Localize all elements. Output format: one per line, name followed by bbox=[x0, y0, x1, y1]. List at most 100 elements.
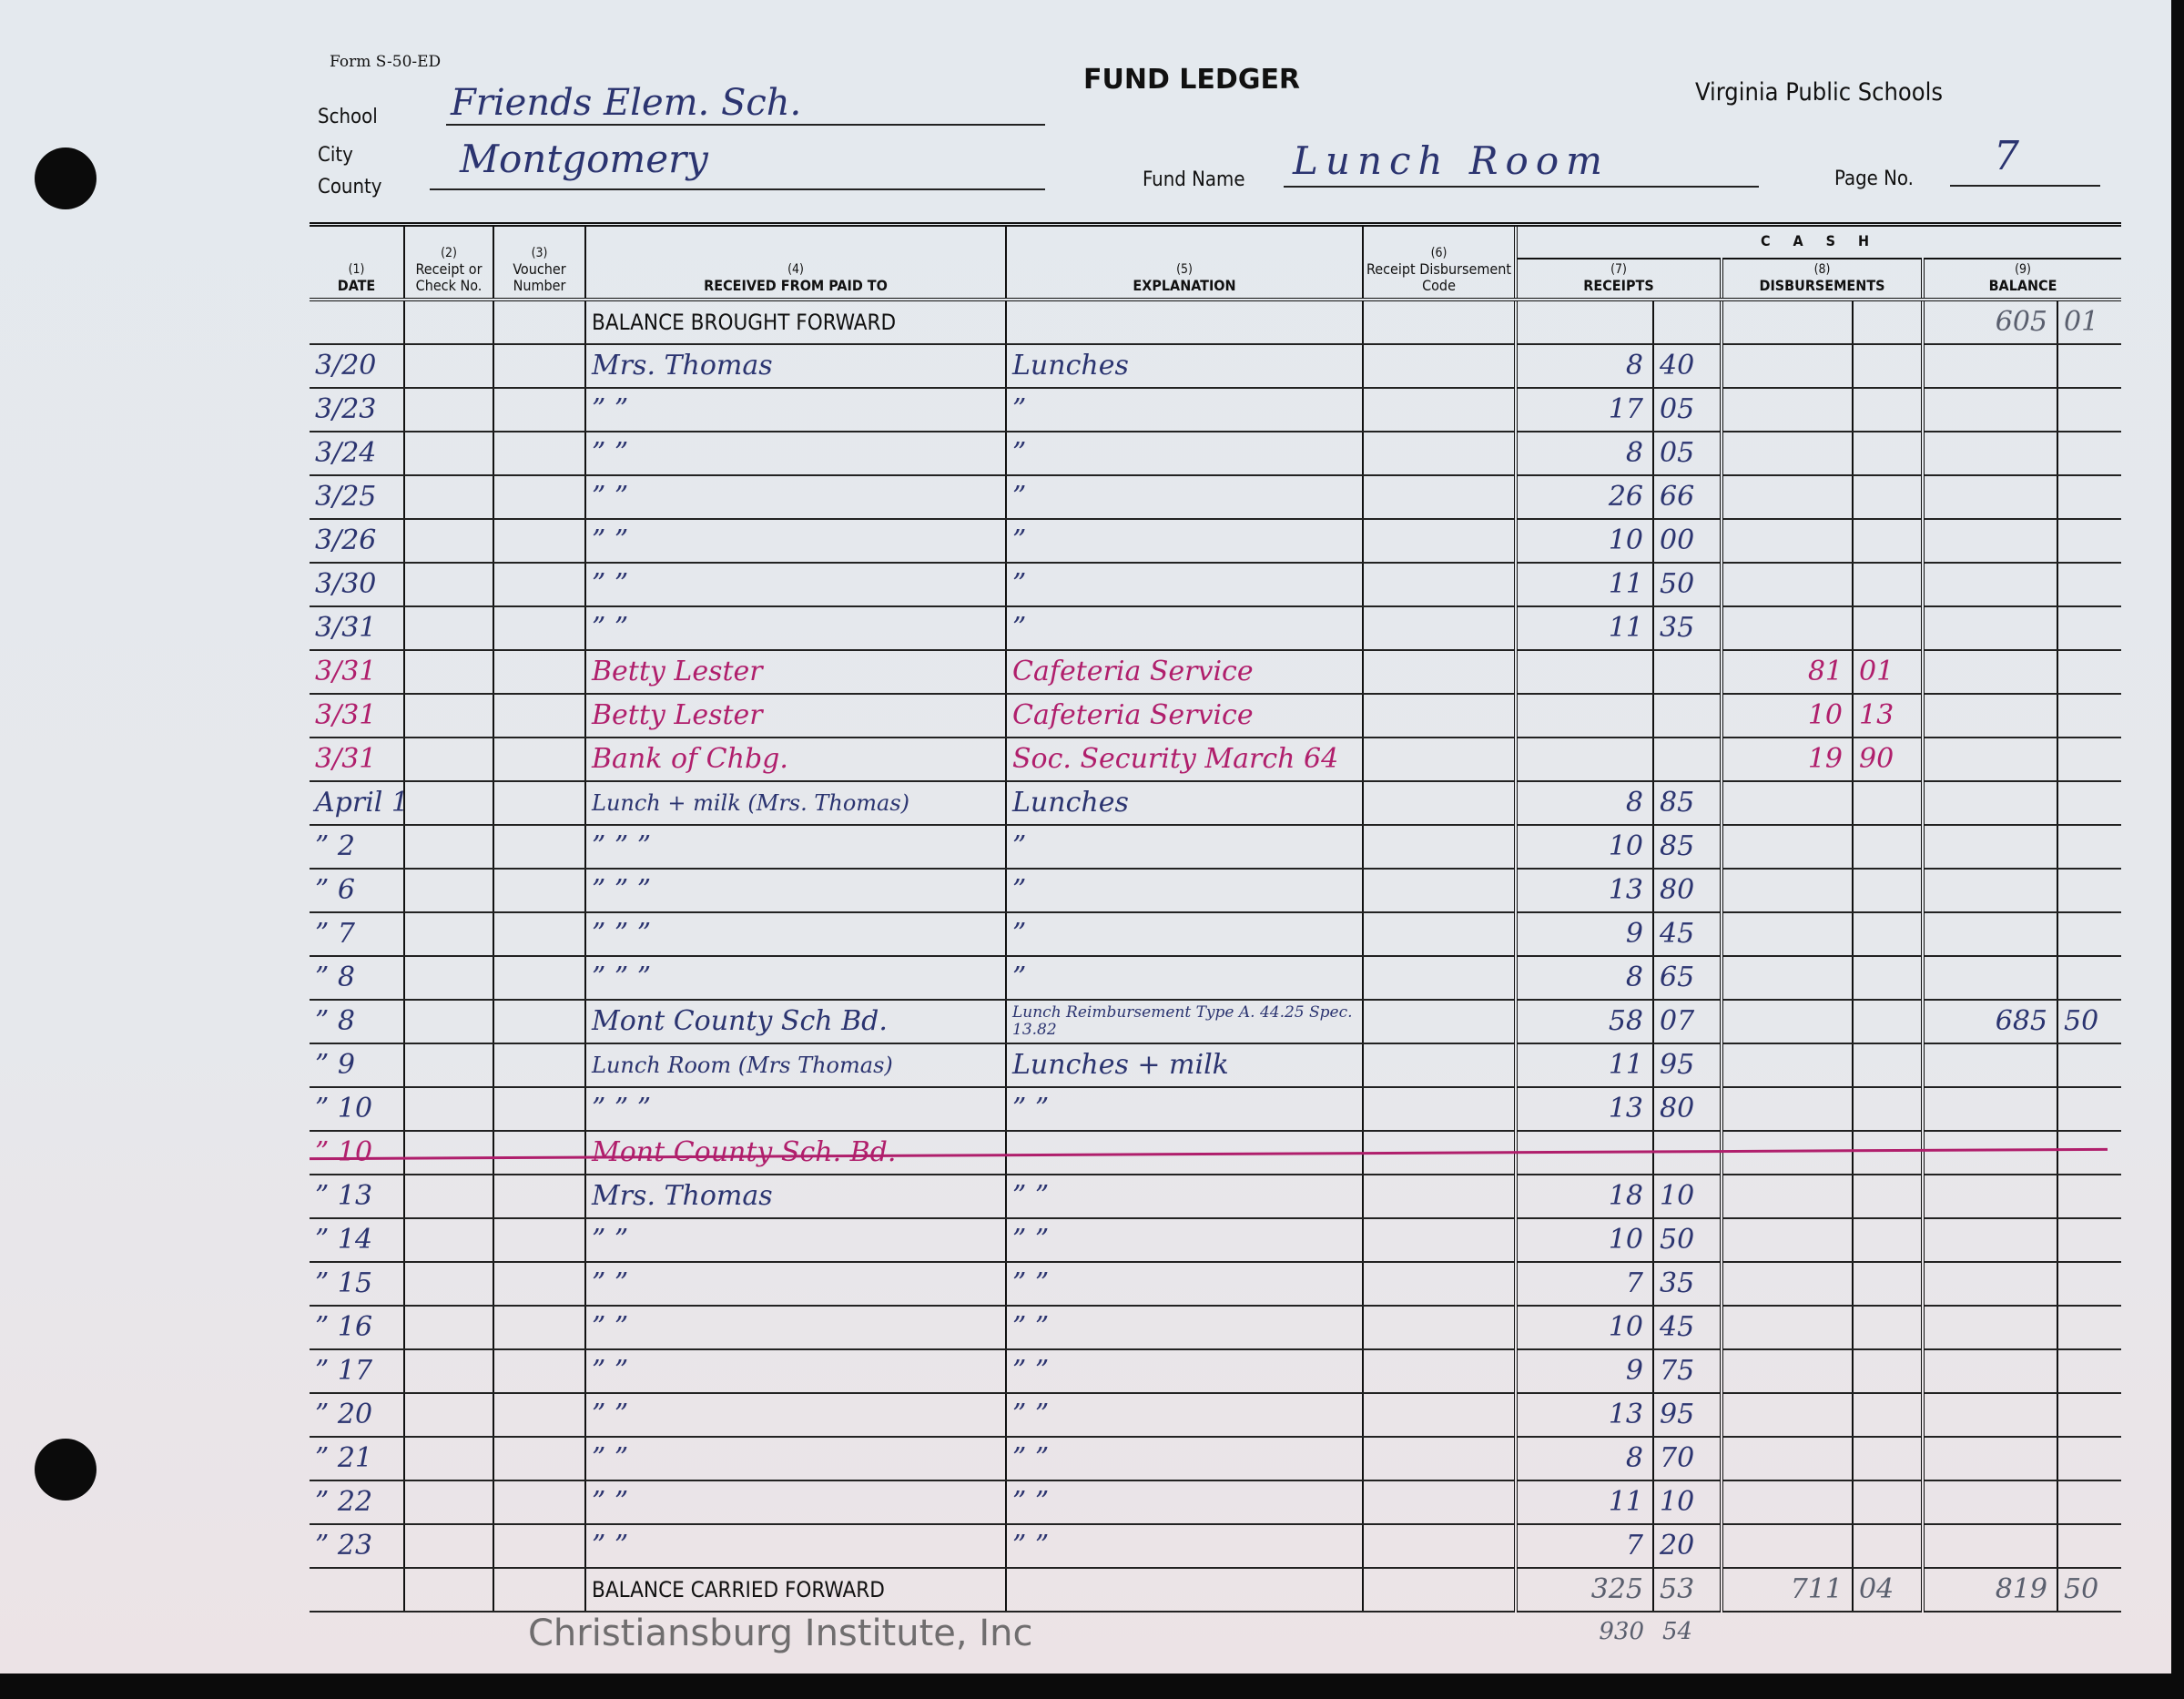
received-from-cell: ” ” bbox=[584, 1306, 1006, 1350]
ledger-row: ” 10 ” ” ”” ” 13 80 bbox=[310, 1087, 2122, 1132]
explanation-cell: ” ” bbox=[1005, 1524, 1363, 1569]
receipt-no-cell bbox=[403, 1480, 493, 1525]
code-cell bbox=[1362, 388, 1516, 432]
code-cell bbox=[1362, 1437, 1516, 1481]
balance-cents-cell bbox=[2056, 1306, 2122, 1350]
receipt-no-cell bbox=[403, 1087, 493, 1132]
balance-cents-cell bbox=[2056, 1480, 2122, 1525]
explanation-cell: ” ” bbox=[1005, 1175, 1363, 1219]
receipts-dollars-cell: 8 bbox=[1514, 1437, 1653, 1481]
date-cell: ” 10 bbox=[310, 1087, 404, 1132]
balance-cents-cell bbox=[2056, 781, 2122, 826]
balance-dollars-cell bbox=[1921, 432, 2057, 476]
explanation-cell: ” ” bbox=[1005, 1306, 1363, 1350]
code-cell bbox=[1362, 869, 1516, 913]
balance-cents-cell bbox=[2056, 1131, 2122, 1175]
balance-dollars-cell bbox=[1921, 1393, 2057, 1438]
disbursements-cents-cell bbox=[1852, 825, 1923, 870]
ledger-row: ” 7 ” ” ”” 9 45 bbox=[310, 912, 2122, 957]
voucher-cell bbox=[493, 694, 585, 738]
disbursements-dollars-cell bbox=[1720, 1262, 1853, 1307]
page-number-label: Page No. bbox=[1834, 168, 1914, 190]
receipts-dollars-cell: 18 bbox=[1514, 1175, 1653, 1219]
balance-cents-cell bbox=[2056, 606, 2122, 651]
voucher-cell bbox=[493, 475, 585, 520]
disbursements-dollars-cell bbox=[1720, 388, 1853, 432]
receipts-dollars-cell: 11 bbox=[1514, 1480, 1653, 1525]
date-cell: ” 14 bbox=[310, 1218, 404, 1263]
receipts-cents-cell: 53 bbox=[1652, 1568, 1722, 1613]
balance-cents-cell bbox=[2056, 825, 2122, 870]
voucher-cell bbox=[493, 738, 585, 782]
ledger-row: ” 16 ” ”” ” 10 45 bbox=[310, 1306, 2122, 1350]
receipts-cents-cell: 75 bbox=[1652, 1349, 1722, 1394]
receipts-dollars-cell bbox=[1514, 650, 1653, 695]
explanation-cell: Lunch Reimbursement Type A. 44.25 Spec. … bbox=[1005, 1000, 1363, 1044]
date-cell: 3/31 bbox=[310, 606, 404, 651]
receipts-dollars-cell bbox=[1514, 738, 1653, 782]
explanation-cell bbox=[1005, 300, 1363, 345]
disbursements-dollars-cell bbox=[1720, 1306, 1853, 1350]
receipts-dollars-cell: 9 bbox=[1514, 1349, 1653, 1394]
explanation-cell: ” bbox=[1005, 825, 1363, 870]
disbursements-cents-cell bbox=[1852, 1262, 1923, 1307]
received-from-cell: Betty Lester bbox=[584, 650, 1006, 695]
receipts-dollars-cell: 10 bbox=[1514, 1306, 1653, 1350]
receipts-cents-cell: 95 bbox=[1652, 1043, 1722, 1088]
received-from-cell: ” ” bbox=[584, 432, 1006, 476]
date-cell: ” 16 bbox=[310, 1306, 404, 1350]
date-cell bbox=[310, 1568, 404, 1613]
code-cell bbox=[1362, 1349, 1516, 1394]
binder-hole bbox=[35, 1439, 97, 1501]
ledger-row: BALANCE CARRIED FORWARD 325 53 711 04 819 50 bbox=[310, 1568, 2122, 1613]
col-receipt-no: (2) Receipt or Check No. bbox=[403, 227, 493, 301]
disbursements-dollars-cell bbox=[1720, 563, 1853, 607]
receipts-dollars-cell: 13 bbox=[1514, 869, 1653, 913]
balance-cents-cell bbox=[2056, 1437, 2122, 1481]
fund-name-value: Lunch Room bbox=[1293, 138, 1610, 183]
receipts-cents-cell: 85 bbox=[1652, 781, 1722, 826]
code-cell bbox=[1362, 694, 1516, 738]
explanation-cell: ” bbox=[1005, 956, 1363, 1001]
explanation-cell: Soc. Security March 64 bbox=[1005, 738, 1363, 782]
receipts-dollars-cell: 13 bbox=[1514, 1087, 1653, 1132]
received-from-cell: ” ” ” bbox=[584, 1087, 1006, 1132]
balance-cents-cell bbox=[2056, 1393, 2122, 1438]
code-cell bbox=[1362, 1524, 1516, 1569]
receipts-cents-cell bbox=[1652, 1131, 1722, 1175]
ledger-row: ” 9 Lunch Room (Mrs Thomas) Lunches + milk… bbox=[310, 1043, 2122, 1088]
balance-dollars-cell bbox=[1921, 1218, 2057, 1263]
receipts-cents-cell: 80 bbox=[1652, 1087, 1722, 1132]
received-from-cell: ” ” bbox=[584, 519, 1006, 564]
disbursements-dollars-cell bbox=[1720, 956, 1853, 1001]
disbursements-cents-cell bbox=[1852, 475, 1923, 520]
receipts-dollars-cell: 11 bbox=[1514, 563, 1653, 607]
receipts-dollars-cell: 8 bbox=[1514, 432, 1653, 476]
receipt-no-cell bbox=[403, 344, 493, 389]
voucher-cell bbox=[493, 1087, 585, 1132]
ledger-row: BALANCE BROUGHT FORWARD 605 01 bbox=[310, 300, 2122, 345]
issuer: Virginia Public Schools bbox=[1695, 78, 1944, 107]
col-received-from: (4) RECEIVED FROM PAID TO bbox=[584, 227, 1006, 301]
disbursements-cents-cell bbox=[1852, 300, 1923, 345]
code-cell bbox=[1362, 1393, 1516, 1438]
date-cell: 3/24 bbox=[310, 432, 404, 476]
receipt-no-cell bbox=[403, 519, 493, 564]
disbursements-cents-cell bbox=[1852, 1524, 1923, 1569]
voucher-cell bbox=[493, 1218, 585, 1263]
disbursements-dollars-cell: 19 bbox=[1720, 738, 1853, 782]
disbursements-dollars-cell bbox=[1720, 432, 1853, 476]
received-from-cell: ” ” bbox=[584, 388, 1006, 432]
voucher-cell bbox=[493, 432, 585, 476]
county-label: County bbox=[318, 176, 382, 198]
receipt-no-cell bbox=[403, 606, 493, 651]
balance-dollars-cell bbox=[1921, 650, 2057, 695]
binder-hole bbox=[35, 148, 97, 209]
date-cell: 3/20 bbox=[310, 344, 404, 389]
received-from-cell: ” ” ” bbox=[584, 956, 1006, 1001]
disbursements-dollars-cell bbox=[1720, 1437, 1853, 1481]
receipt-no-cell bbox=[403, 1393, 493, 1438]
disbursements-cents-cell bbox=[1852, 1000, 1923, 1044]
code-cell bbox=[1362, 519, 1516, 564]
code-cell bbox=[1362, 1568, 1516, 1613]
